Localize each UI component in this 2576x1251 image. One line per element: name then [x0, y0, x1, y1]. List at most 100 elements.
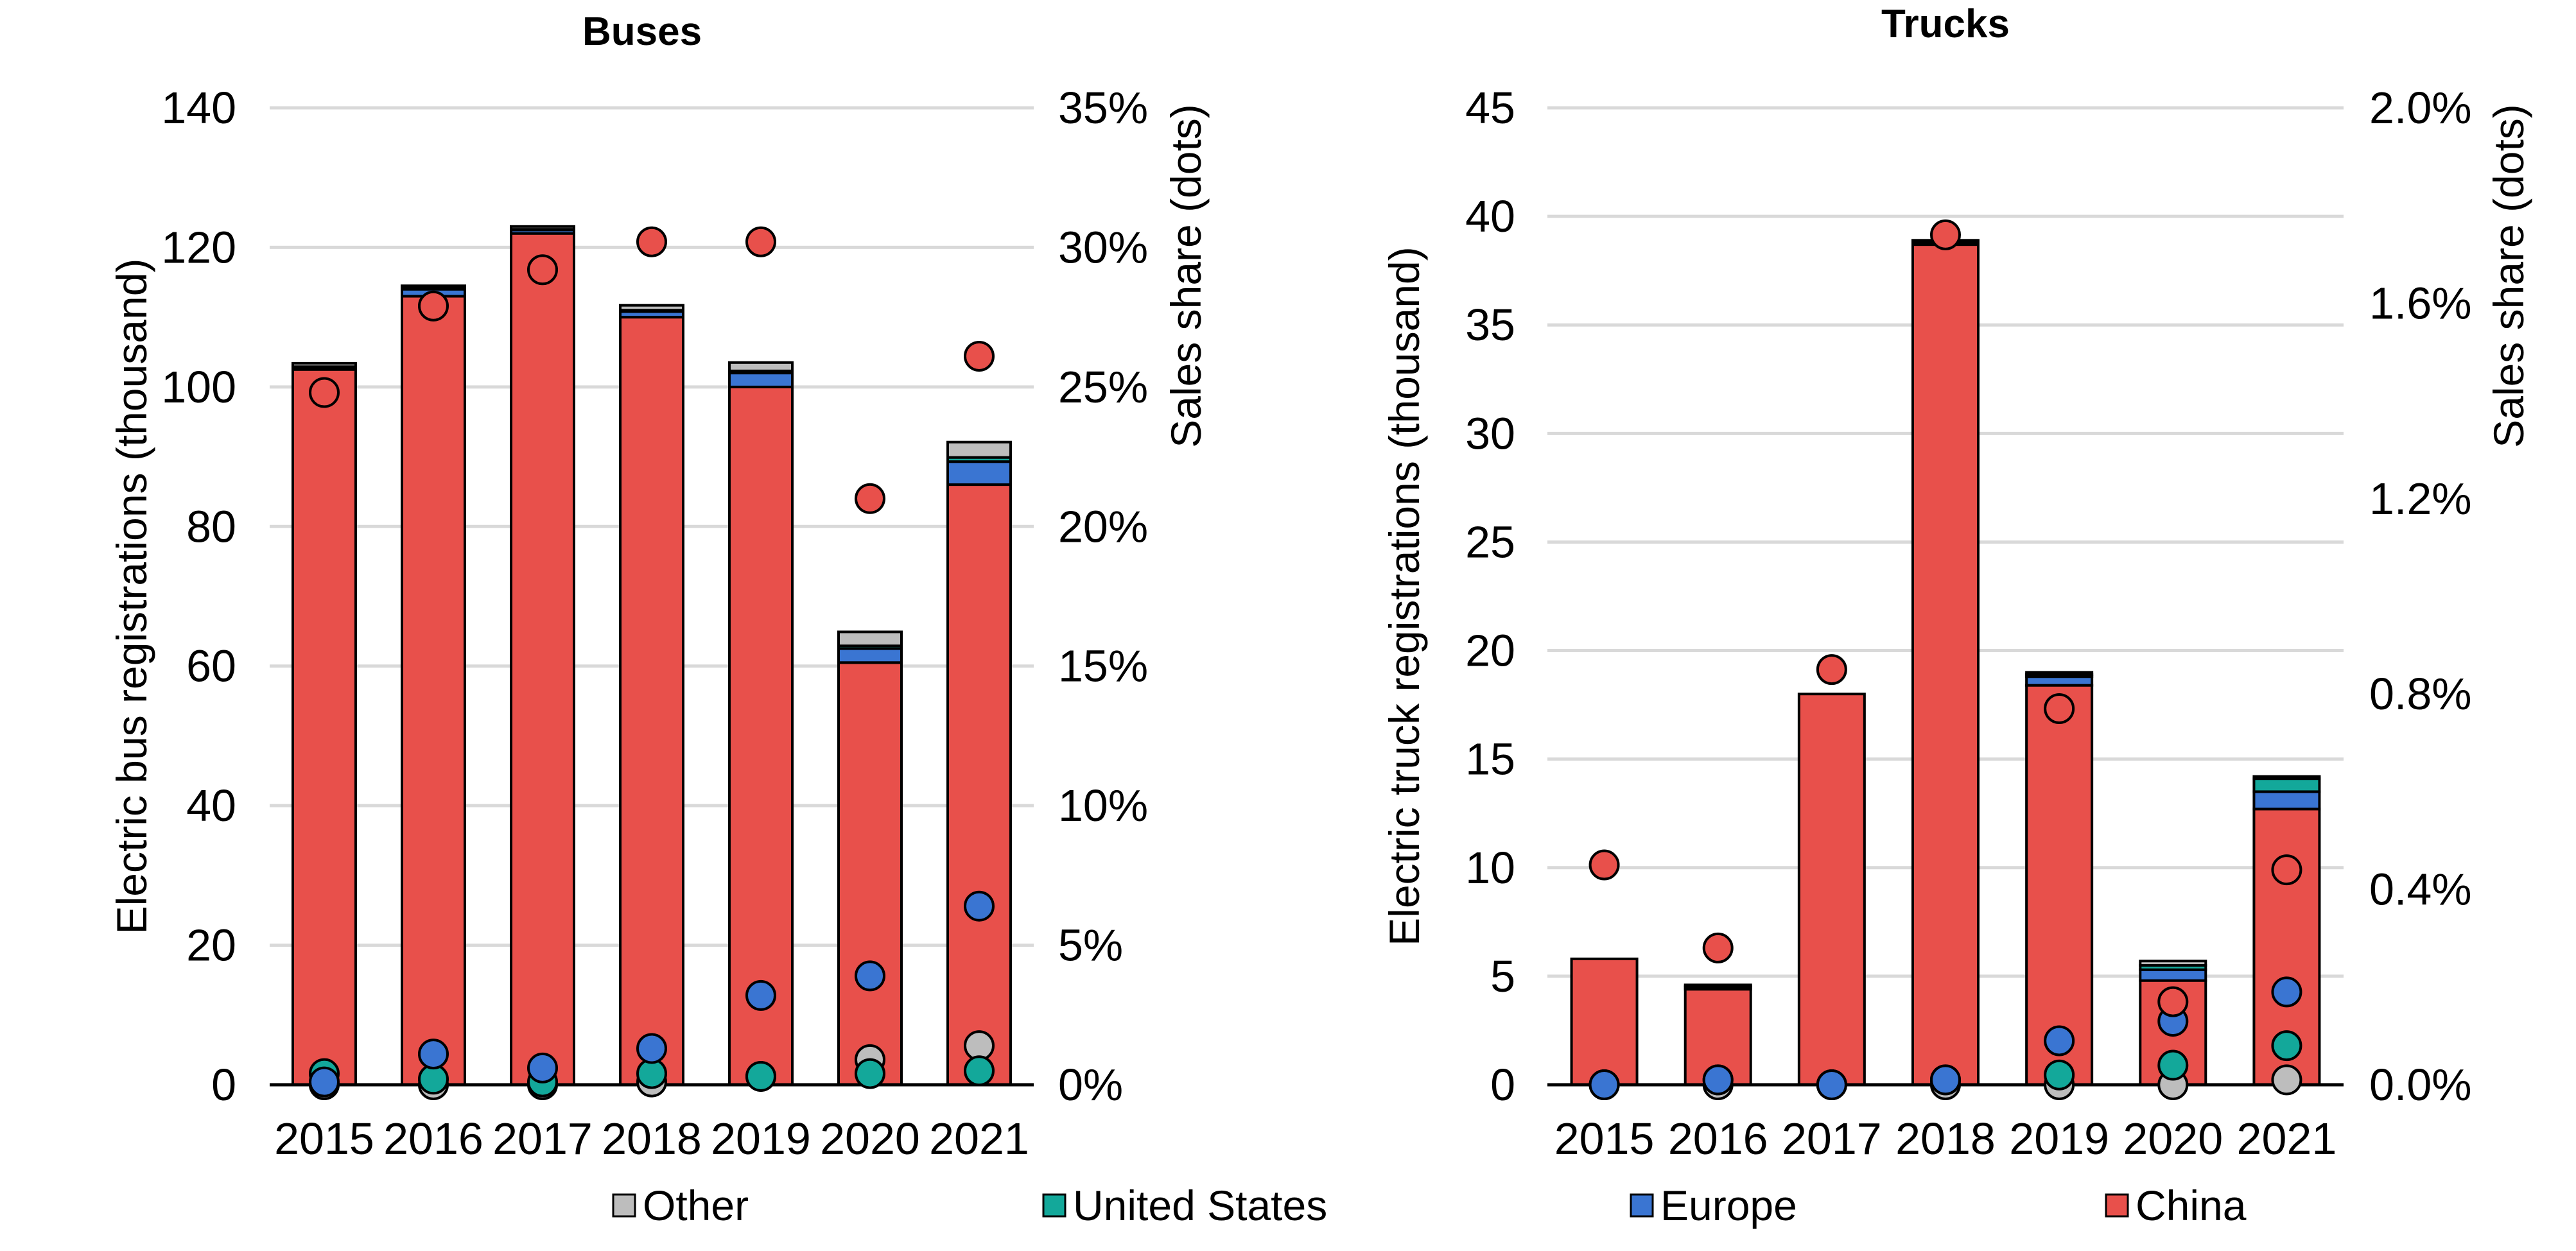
x-tick-label: 2021	[2237, 1114, 2337, 1164]
bar-europe-2019	[2025, 675, 2094, 687]
legend-swatch-europe	[1630, 1193, 1654, 1218]
y2-tick-label: 0.8%	[2369, 669, 2472, 719]
bar-china-2016	[401, 295, 466, 1086]
bar-china-2017	[1797, 693, 1866, 1086]
dot-europe-2021	[964, 890, 995, 922]
bar-other-2021	[2252, 775, 2321, 781]
y-tick-label: 25	[1465, 517, 1515, 567]
y2-tick-label: 15%	[1058, 641, 1148, 691]
y-tick-label: 0	[211, 1060, 236, 1110]
y-tick-label: 40	[1465, 191, 1515, 241]
bar-other-2016	[401, 284, 466, 289]
bar-europe-2021	[2252, 790, 2321, 811]
bar-other-2020	[2139, 960, 2207, 967]
y2-tick-label: 25%	[1058, 362, 1148, 412]
y-tick-label: 120	[161, 222, 236, 272]
y-tick-label: 10	[1465, 843, 1515, 893]
y-tick-label: 15	[1465, 734, 1515, 784]
bar-china-2017	[510, 232, 575, 1087]
bar-china-2021	[946, 483, 1012, 1086]
dot-united-states-2020	[855, 1058, 885, 1089]
y-tick-label: 40	[186, 781, 236, 831]
bar-other-2020	[837, 630, 903, 648]
y-axis-label: Electric truck registrations (thousand)	[1380, 246, 1428, 945]
x-tick-label: 2020	[2123, 1114, 2223, 1164]
dot-china-2015	[309, 377, 340, 408]
x-tick-label: 2018	[602, 1114, 702, 1164]
dot-europe-2019	[745, 979, 776, 1011]
trucks-chart: Trucks 0 5 10 15 20 25 30 35 40 45 0.0% 0.4% 0.8% 1.2%…	[1380, 2, 2532, 1164]
dot-united-states-2019	[745, 1060, 776, 1092]
y2-tick-label: 10%	[1058, 781, 1148, 831]
y-tick-label: 20	[1465, 626, 1515, 676]
dot-china-2016	[418, 290, 449, 322]
bar-china-2015	[292, 368, 357, 1086]
y2-tick-label: 2.0%	[2369, 83, 2472, 133]
buses-chart: Buses 0 20 40 60 80 100 120 140 0% 5% 10% 15% 20% 25% 3…	[108, 10, 1210, 1164]
y-tick-label: 30	[1465, 408, 1515, 458]
y2-tick-label: 0.0%	[2369, 1060, 2472, 1110]
y-tick-label: 0	[1490, 1060, 1515, 1110]
bar-other-2021	[946, 440, 1012, 459]
y2-axis-label: Sales share (dots)	[1162, 104, 1210, 448]
dot-europe-2016	[418, 1039, 449, 1070]
y2-axis-label: Sales share (dots)	[2485, 104, 2532, 448]
bar-china-2018	[1911, 243, 1980, 1087]
dot-china-2021	[964, 341, 995, 372]
dot-china-2020	[855, 483, 885, 514]
bar-other-2019	[2025, 671, 2094, 676]
legend-swatch-united-states	[1042, 1193, 1066, 1218]
x-tick-label: 2015	[1554, 1114, 1655, 1164]
dot-europe-2015	[309, 1066, 340, 1098]
bar-other-2018	[619, 304, 684, 312]
legend-swatch-other	[612, 1193, 636, 1218]
y-tick-label: 35	[1465, 300, 1515, 350]
x-tick-label: 2018	[1895, 1114, 1996, 1164]
y2-tick-label: 20%	[1058, 501, 1148, 551]
legend-label-other: Other	[643, 1182, 749, 1229]
bar-other-2015	[292, 361, 357, 368]
x-tick-label: 2016	[383, 1114, 483, 1164]
x-tick-label: 2017	[1782, 1114, 1882, 1164]
y-tick-label: 100	[161, 362, 236, 412]
dot-europe-2016	[1702, 1064, 1734, 1096]
dot-china-2017	[527, 254, 558, 286]
bar-other-2016	[1684, 983, 1752, 988]
dot-united-states-2019	[2044, 1059, 2075, 1091]
bar-other-2019	[728, 361, 794, 372]
dot-china-2018	[1930, 219, 1961, 250]
dot-europe-2021	[2271, 976, 2302, 1008]
dot-china-2019	[745, 226, 776, 257]
y-tick-label: 20	[186, 920, 236, 971]
dot-europe-2019	[2044, 1025, 2075, 1057]
dot-europe-2020	[855, 960, 885, 992]
x-tick-label: 2016	[1668, 1114, 1768, 1164]
dot-united-states-2021	[964, 1055, 995, 1087]
chart-title: Buses	[582, 10, 702, 54]
y-tick-label: 5	[1490, 951, 1515, 1001]
chart-title: Trucks	[1881, 2, 2010, 46]
x-tick-label: 2015	[274, 1114, 374, 1164]
y2-tick-label: 5%	[1058, 920, 1123, 971]
dot-china-2016	[1702, 932, 1734, 963]
x-tick-label: 2019	[2009, 1114, 2109, 1164]
dot-other-2021	[2271, 1064, 2302, 1096]
y2-tick-label: 1.2%	[2369, 474, 2472, 524]
dot-china-2017	[1816, 654, 1847, 686]
dot-china-2019	[2044, 693, 2075, 725]
bar-china-2020	[837, 661, 903, 1086]
y2-tick-label: 35%	[1058, 83, 1148, 133]
dot-europe-2018	[1930, 1064, 1961, 1096]
bar-europe-2021	[946, 460, 1012, 487]
bar-europe-2020	[837, 647, 903, 664]
y-tick-label: 80	[186, 501, 236, 551]
y2-tick-label: 30%	[1058, 222, 1148, 272]
x-tick-label: 2019	[711, 1114, 811, 1164]
dot-united-states-2021	[2271, 1030, 2302, 1062]
x-tick-label: 2020	[820, 1114, 920, 1164]
bar-other-2017	[510, 225, 575, 231]
y2-tick-label: 0.4%	[2369, 865, 2472, 915]
x-tick-label: 2021	[929, 1114, 1029, 1164]
legend-label-united-states: United States	[1073, 1182, 1327, 1229]
